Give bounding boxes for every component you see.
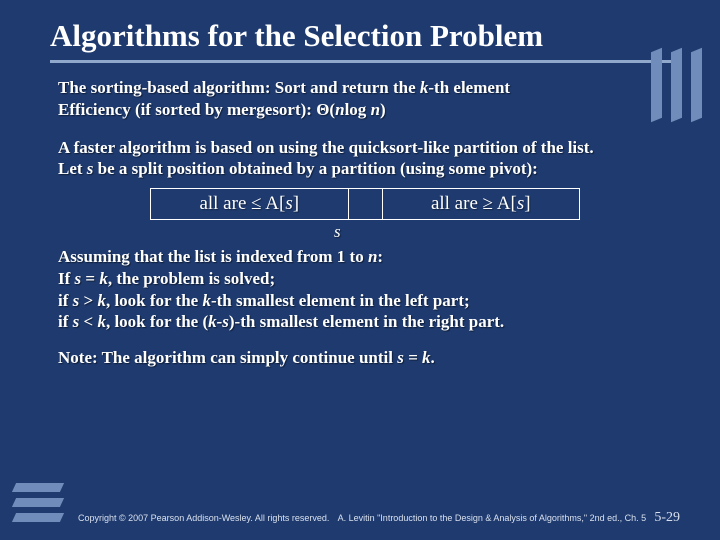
paragraph-sorting-algorithm: The sorting-based algorithm: Sort and re… (58, 77, 672, 121)
corner-decoration-top (651, 50, 702, 120)
partition-diagram: all are ≤ A[s] all are ≥ A[s] (150, 188, 580, 220)
partition-left: all are ≤ A[s] (151, 189, 349, 220)
paragraph-cases: Assuming that the list is indexed from 1… (58, 246, 672, 333)
pivot-label: s (150, 222, 580, 242)
paragraph-faster-algorithm: A faster algorithm is based on using the… (58, 137, 672, 181)
slide-title: Algorithms for the Selection Problem (0, 0, 720, 60)
partition-pivot-cell (348, 189, 382, 220)
slide-content: The sorting-based algorithm: Sort and re… (0, 63, 720, 369)
partition-right: all are ≥ A[s] (382, 189, 580, 220)
footer-copyright: Copyright © 2007 Pearson Addison-Wesley.… (78, 513, 329, 523)
paragraph-note: Note: The algorithm can simply continue … (58, 347, 672, 369)
slide-footer: Copyright © 2007 Pearson Addison-Wesley.… (0, 510, 720, 526)
footer-page-number: 5-29 (654, 510, 680, 526)
footer-source: A. Levitin "Introduction to the Design &… (329, 513, 654, 523)
